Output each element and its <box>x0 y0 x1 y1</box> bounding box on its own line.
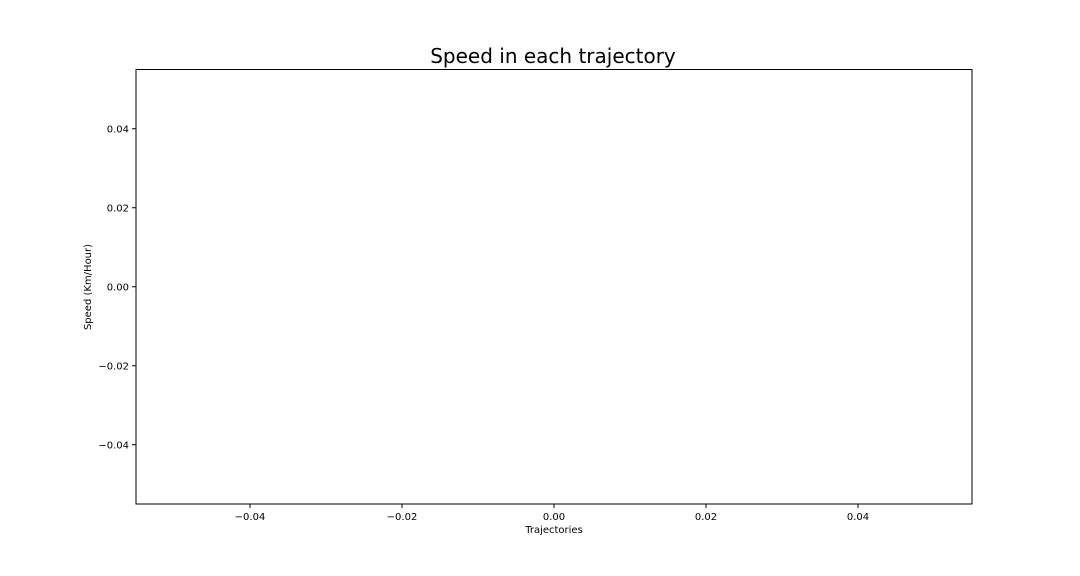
y-tick-label: 0.04 <box>107 124 129 135</box>
y-tick-label: −0.02 <box>98 361 129 372</box>
y-tick-label: 0.02 <box>107 203 129 214</box>
chart-title: Speed in each trajectory <box>430 44 676 68</box>
y-tick-label: −0.04 <box>98 440 129 451</box>
y-axis-ticks: 0.04 0.02 0.00 −0.02 −0.04 <box>98 124 136 451</box>
x-tick-label: 0.02 <box>695 512 717 523</box>
x-axis-ticks: −0.04 −0.02 0.00 0.02 0.04 <box>235 504 869 523</box>
plot-area-frame <box>135 69 973 505</box>
y-axis-label: Speed (Km/Hour) <box>83 244 94 330</box>
x-tick-label: 0.00 <box>543 512 565 523</box>
y-tick-label: 0.00 <box>107 282 129 293</box>
x-tick-label: 0.04 <box>847 512 869 523</box>
x-tick-label: −0.04 <box>235 512 266 523</box>
x-axis-label: Trajectories <box>524 525 583 536</box>
x-tick-label: −0.02 <box>387 512 418 523</box>
